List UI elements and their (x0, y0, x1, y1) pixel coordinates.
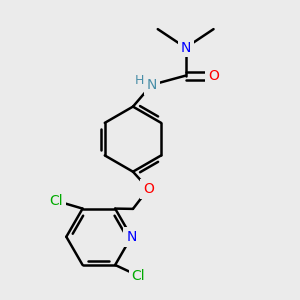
Text: N: N (146, 78, 157, 92)
Text: N: N (126, 230, 136, 244)
Text: H: H (134, 74, 144, 87)
Text: Cl: Cl (50, 194, 63, 208)
Text: O: O (143, 182, 154, 196)
Text: Cl: Cl (132, 269, 145, 283)
Text: O: O (208, 69, 219, 82)
Text: N: N (181, 41, 191, 55)
